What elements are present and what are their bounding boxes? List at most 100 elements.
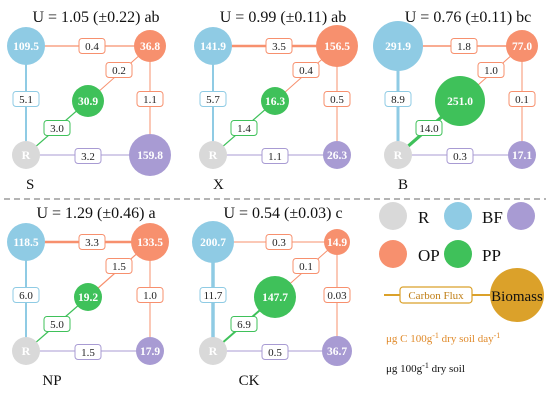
flux-box-bf-r: [384, 91, 412, 107]
flux-box-op-ff: [323, 287, 351, 303]
flux-value-op-pp: 0.2: [112, 65, 126, 77]
node-value-r: R: [22, 148, 31, 162]
flux-box-op-pp: [477, 62, 505, 78]
flux-box-r-pp: [43, 120, 71, 136]
legend-flux-unit-sup1: -1: [432, 331, 439, 340]
panel-np: U = 1.29 (±0.46) a 118.5 133.5 19.2 R 17.9 3.3…: [7, 205, 169, 389]
flux-value-bf-r: 5.1: [19, 94, 33, 106]
legend-swatch-bf: [444, 202, 472, 230]
flux-value-op-ff: 0.5: [330, 94, 344, 106]
legend-swatch-r: [379, 202, 407, 230]
node-value-bf: 200.7: [200, 237, 226, 249]
flux-value-r-pp: 5.0: [50, 319, 64, 331]
panel-title: U = 1.29 (±0.46) a: [36, 205, 155, 222]
node-r: [199, 337, 227, 365]
node-pp: [72, 85, 104, 117]
legend-swatch-ff: [507, 202, 535, 230]
node-r: [12, 337, 40, 365]
legend-biomass-label: Biomass: [491, 289, 543, 305]
legend-biomass-unit-sup: -1: [422, 361, 429, 370]
flux-box-op-pp: [105, 62, 133, 78]
flux-box-bf-op: [78, 234, 106, 250]
panel-label: NP: [42, 373, 61, 389]
panel-b: U = 0.76 (±0.11) bc 291.9 77.0 251.0 R 17.1 1.…: [373, 9, 538, 193]
flux-value-r-ff: 1.1: [268, 151, 282, 163]
node-value-ff: 159.8: [137, 150, 163, 162]
flux-value-r-pp: 3.0: [50, 123, 64, 135]
node-value-r: R: [22, 344, 31, 358]
node-value-pp: 147.7: [262, 292, 288, 304]
flux-box-r-ff: [74, 344, 102, 360]
legend-flux-unit-mid: dry soil day: [439, 333, 494, 345]
panel-label: CK: [239, 373, 260, 389]
legend-flux-unit: μg C 100g-1 dry soil day-1: [386, 331, 500, 345]
flux-value-op-pp: 1.0: [484, 65, 498, 77]
node-pp: [254, 276, 296, 318]
legend-biomass-circle: [490, 268, 544, 322]
node-r: [12, 141, 40, 169]
node-value-bf: 109.5: [13, 41, 39, 53]
flux-value-op-pp: 1.5: [112, 261, 126, 273]
legend-label-r: R: [418, 208, 430, 227]
node-value-pp: 19.2: [78, 292, 98, 304]
flux-value-r-ff: 3.2: [81, 151, 95, 163]
panel-title: U = 0.54 (±0.03) c: [223, 205, 342, 222]
legend-biomass-unit: μg 100g-1 dry soil: [386, 361, 465, 375]
node-ff: [322, 336, 352, 366]
flux-box-r-ff: [261, 148, 289, 164]
node-bf: [194, 27, 232, 65]
flux-box-op-pp: [105, 258, 133, 274]
legend: R BF FF OP PP Carbon Flux Biomass μg C 1…: [379, 202, 544, 375]
flux-value-op-ff: 1.0: [143, 290, 157, 302]
flux-value-bf-op: 0.4: [85, 41, 99, 53]
panel-label: S: [26, 177, 34, 193]
legend-label-pp: PP: [482, 246, 501, 265]
flux-box-r-ff: [261, 344, 289, 360]
flux-value-r-ff: 1.5: [81, 347, 95, 359]
flux-value-r-pp: 1.4: [237, 123, 251, 135]
flux-value-op-ff: 0.1: [515, 94, 529, 106]
panel-label: B: [398, 177, 408, 193]
flux-box-r-ff: [74, 148, 102, 164]
node-op: [324, 229, 350, 255]
node-value-ff: 17.1: [512, 150, 532, 162]
node-bf: [7, 27, 45, 65]
node-r: [384, 141, 412, 169]
node-ff: [508, 141, 536, 169]
node-pp: [74, 283, 102, 311]
node-value-bf: 291.9: [385, 41, 411, 53]
panel-ck: U = 0.54 (±0.03) c 200.7 14.9 147.7 R 36.7 0.3…: [192, 205, 352, 389]
flux-value-bf-r: 11.7: [204, 290, 223, 302]
node-value-ff: 26.3: [327, 150, 347, 162]
node-value-ff: 36.7: [327, 346, 347, 358]
flux-box-r-pp: [230, 120, 258, 136]
node-value-ff: 17.9: [140, 346, 160, 358]
legend-swatch-pp: [444, 240, 472, 268]
legend-label-bf: BF: [482, 208, 503, 227]
flux-value-bf-r: 5.7: [206, 94, 220, 106]
flux-value-op-ff: 0.03: [327, 290, 347, 302]
node-value-op: 156.5: [324, 41, 350, 53]
flux-box-r-ff: [446, 148, 474, 164]
legend-flux-unit-prefix: μg C 100g: [386, 333, 433, 345]
flux-value-op-pp: 0.4: [299, 65, 313, 77]
node-op: [131, 223, 169, 261]
panels-layer: U = 1.05 (±0.22) ab 109.5 36.8 30.9 R 159.8 0.…: [7, 9, 538, 389]
node-value-r: R: [394, 148, 403, 162]
legend-flux-box: [399, 286, 473, 304]
panel-title: U = 0.76 (±0.11) bc: [405, 9, 532, 26]
flux-box-r-pp: [230, 316, 258, 332]
flux-box-bf-r: [199, 287, 227, 303]
node-ff: [129, 134, 171, 176]
legend-flux-unit-sup2: -1: [494, 331, 501, 340]
flux-box-bf-op: [265, 234, 293, 250]
node-op: [506, 30, 538, 62]
node-bf: [7, 223, 45, 261]
node-pp: [435, 76, 485, 126]
legend-biomass-unit-suffix: dry soil: [429, 363, 465, 375]
flux-value-bf-op: 3.5: [272, 41, 286, 53]
node-ff: [323, 141, 351, 169]
flux-box-bf-op: [78, 38, 106, 54]
flux-value-r-ff: 0.5: [268, 347, 282, 359]
